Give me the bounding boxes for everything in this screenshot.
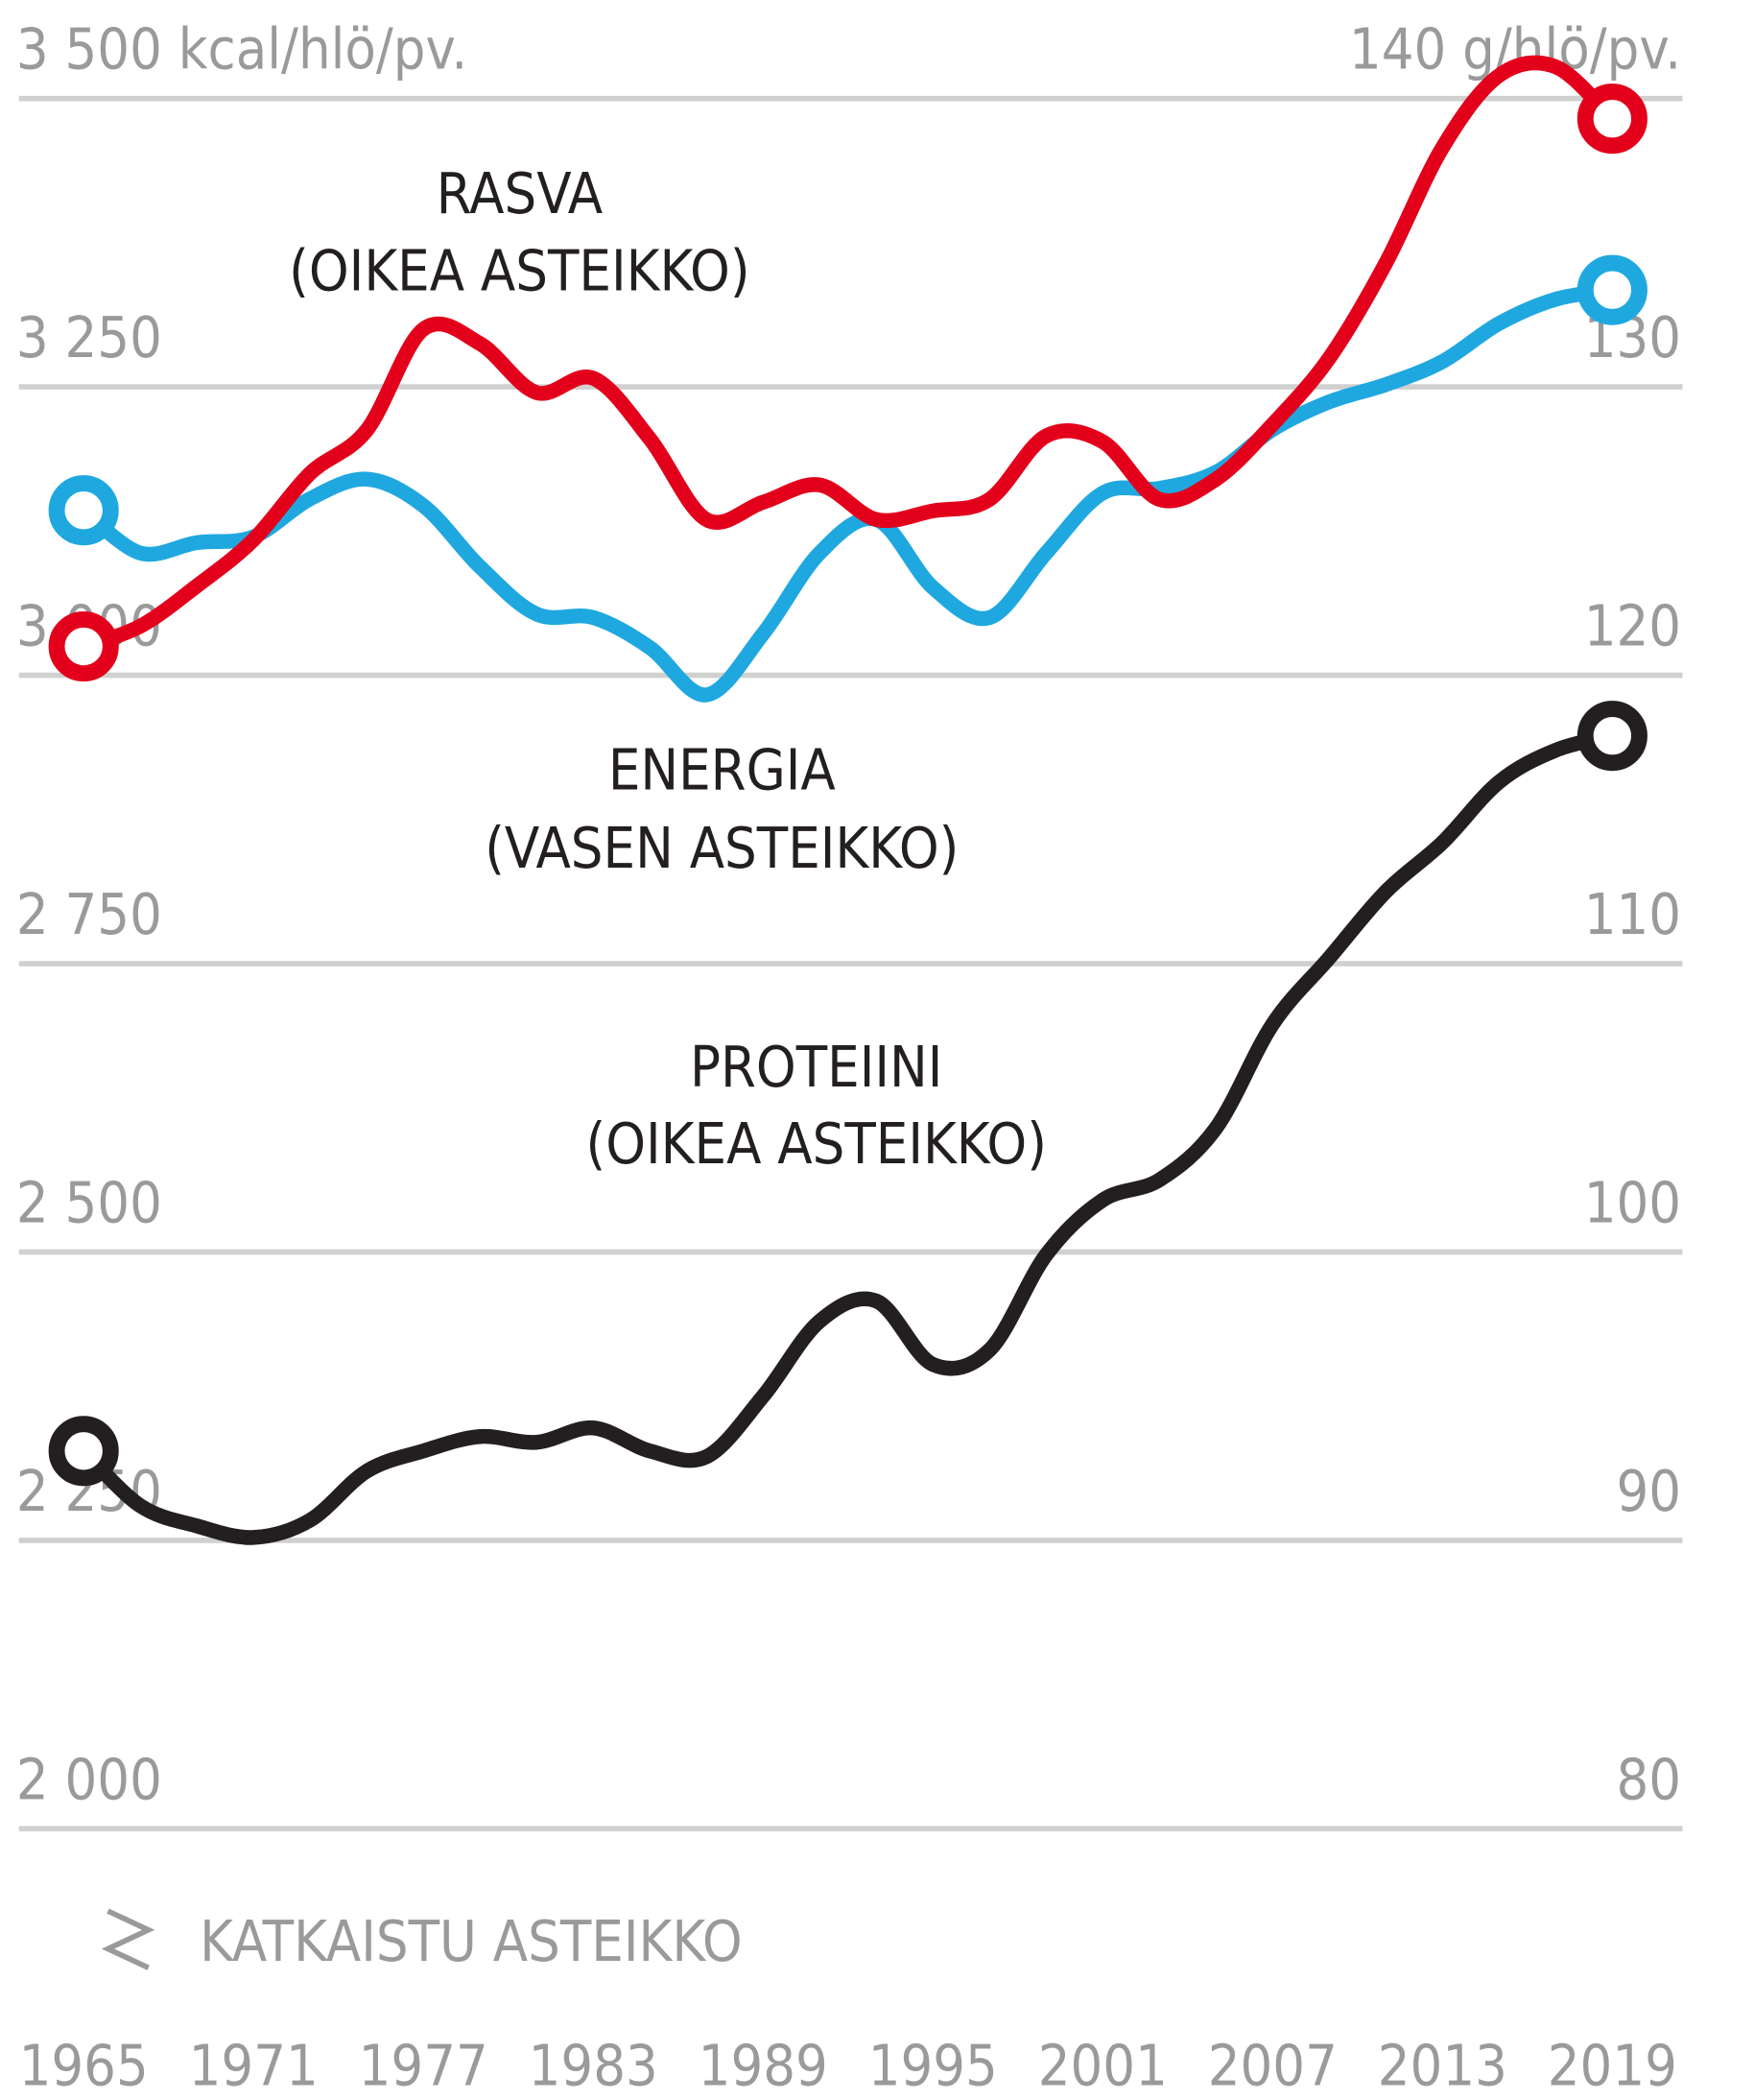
series-label: PROTEIINI — [690, 1034, 942, 1100]
y-tick-label: 3 500 kcal/hlö/pv. — [16, 16, 467, 83]
break-symbol — [101, 1908, 155, 1970]
x-tick-label: 1971 — [189, 2033, 319, 2099]
endpoint — [48, 610, 119, 682]
x-tick-label: 1989 — [699, 2033, 828, 2099]
series-scale: (OIKEA ASTEIKKO) — [585, 1110, 1046, 1177]
line — [76, 282, 1621, 703]
series-scale: (OIKEA ASTEIKKO) — [289, 237, 749, 303]
y-tick-label: 2 750 — [16, 881, 162, 947]
y-tick-label: 2 500 — [16, 1170, 162, 1236]
y2-tick-label: 110 — [1584, 881, 1681, 947]
x-tick-label: 1977 — [359, 2033, 488, 2099]
y-tick-label: 3 250 — [16, 304, 162, 370]
y2-tick-label: 80 — [1616, 1746, 1681, 1812]
note: KATKAISTU ASTEIKKO — [200, 1908, 743, 1974]
line — [76, 728, 1621, 1545]
x-tick-label: 2019 — [1548, 2033, 1677, 2099]
x-tick-label: 1965 — [19, 2033, 149, 2099]
series-label: ENERGIA — [608, 737, 836, 803]
y2-tick-label: 90 — [1616, 1458, 1681, 1524]
y-tick-label: 2 000 — [16, 1746, 162, 1812]
x-tick-label: 2007 — [1208, 2033, 1338, 2099]
endpoint — [48, 475, 119, 546]
y2-tick-label: 100 — [1584, 1170, 1681, 1236]
y2-tick-label: 120 — [1584, 593, 1681, 659]
endpoint — [1576, 84, 1647, 155]
x-tick-label: 1995 — [868, 2033, 998, 2099]
line — [76, 55, 1621, 655]
x-tick-label: 1983 — [529, 2033, 658, 2099]
endpoint — [48, 1416, 119, 1487]
series-scale: (VASEN ASTEIKKO) — [485, 815, 959, 881]
x-tick-label: 2001 — [1038, 2033, 1168, 2099]
x-tick-label: 2013 — [1378, 2033, 1507, 2099]
endpoint — [1576, 701, 1647, 772]
endpoint — [1576, 254, 1647, 325]
series-label: RASVA — [437, 160, 603, 227]
